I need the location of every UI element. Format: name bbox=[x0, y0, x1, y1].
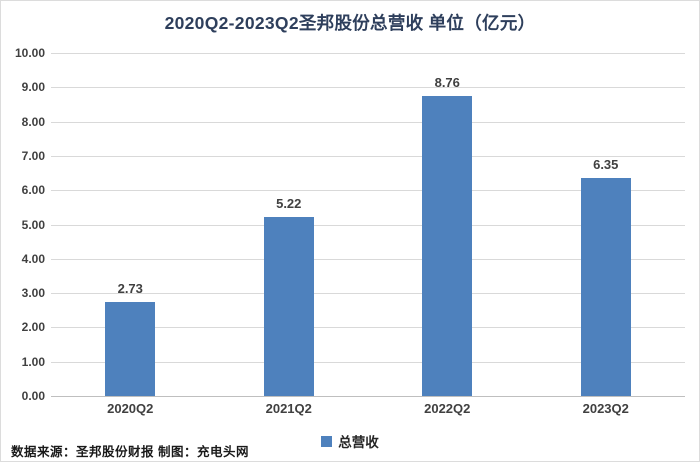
bar-2023Q2 bbox=[580, 178, 631, 396]
x-tick-label: 2020Q2 bbox=[107, 401, 154, 416]
gridline bbox=[51, 53, 685, 54]
gridline bbox=[51, 224, 685, 226]
gridline bbox=[51, 293, 685, 295]
legend-swatch-icon bbox=[321, 435, 333, 447]
bar-value-label: 5.22 bbox=[276, 195, 302, 211]
chart-title: 2020Q2-2023Q2圣邦股份总营收 单位（亿元） bbox=[164, 13, 536, 33]
y-tick-label: 9.00 bbox=[21, 80, 45, 95]
y-tick-label: 6.00 bbox=[21, 183, 45, 198]
x-tick-label: 2023Q2 bbox=[582, 401, 629, 416]
legend: 总营收 bbox=[1, 431, 699, 451]
y-tick-label: 0.00 bbox=[21, 389, 45, 403]
y-tick-label: 5.00 bbox=[21, 217, 45, 232]
x-tick-label: 2022Q2 bbox=[424, 401, 471, 416]
y-tick-label: 10.00 bbox=[14, 46, 45, 60]
y-tick-label: 7.00 bbox=[21, 148, 45, 163]
y-axis: 0.00 1.00 2.00 3.00 4.00 5.00 6.00 7.00 8.00 9.00… bbox=[1, 45, 45, 404]
bar-value-label: 6.35 bbox=[593, 157, 619, 173]
gridline bbox=[51, 258, 685, 260]
y-tick-label: 2.00 bbox=[21, 320, 45, 335]
bar-2021Q2 bbox=[263, 216, 314, 396]
plot-area: 2.73 5.22 8.76 6.35 bbox=[51, 53, 685, 397]
x-axis-line bbox=[51, 396, 685, 397]
bar-2022Q2 bbox=[422, 95, 473, 396]
gridline bbox=[51, 327, 685, 329]
gridline bbox=[51, 190, 685, 192]
gridline bbox=[51, 155, 685, 157]
bar-value-label: 2.73 bbox=[117, 281, 143, 297]
gridline bbox=[51, 121, 685, 123]
legend-label: 总营收 bbox=[338, 435, 379, 450]
y-tick-label: 1.00 bbox=[21, 354, 45, 369]
y-tick-label: 3.00 bbox=[21, 286, 45, 301]
source-note: 数据来源：圣邦股份财报 制图：充电头网 bbox=[11, 445, 249, 459]
gridline bbox=[51, 361, 685, 363]
bar-2020Q2 bbox=[105, 302, 156, 396]
gridline bbox=[51, 87, 685, 89]
x-tick-label: 2021Q2 bbox=[265, 401, 312, 416]
x-axis: 2020Q2 2021Q2 2022Q2 2023Q2 bbox=[51, 401, 685, 417]
y-tick-label: 8.00 bbox=[21, 114, 45, 129]
bar-value-label: 8.76 bbox=[434, 74, 460, 90]
y-tick-label: 4.00 bbox=[21, 251, 45, 266]
